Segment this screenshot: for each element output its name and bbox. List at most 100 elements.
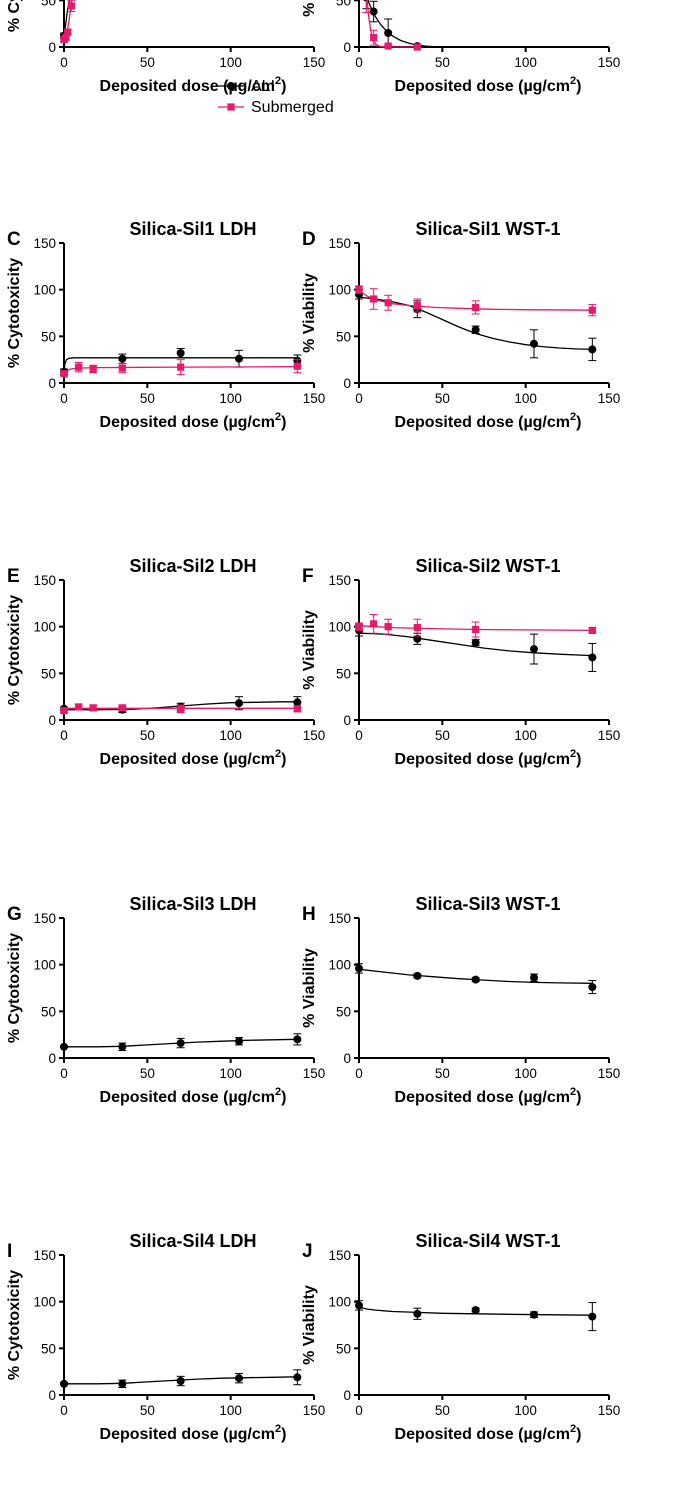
data-point-ali	[293, 698, 302, 707]
x-tick-label: 50	[140, 391, 155, 406]
panel-title: Silica-Sil4 WST-1	[415, 1231, 560, 1251]
data-point-ali	[293, 1035, 302, 1044]
data-point-submerged	[60, 370, 68, 378]
y-tick-label: 0	[343, 40, 351, 55]
y-tick-label: 50	[336, 666, 351, 681]
x-tick-label: 150	[303, 55, 326, 70]
x-tick-label: 0	[355, 1066, 363, 1081]
x-tick-label: 0	[60, 1066, 68, 1081]
series-submerged	[355, 285, 597, 317]
y-tick-label: 100	[328, 958, 351, 973]
data-point-ali	[118, 1042, 127, 1051]
data-point-submerged	[384, 42, 392, 50]
data-point-ali	[530, 339, 538, 348]
fit-curve-ali	[64, 1038, 298, 1048]
x-tick-label: 150	[598, 728, 621, 743]
x-tick-label: 0	[355, 728, 363, 743]
x-tick-label: 150	[598, 391, 621, 406]
data-point-submerged	[62, 34, 70, 42]
data-point-ali	[588, 653, 597, 662]
panel-e: E Silica-Sil2 LDH 0 50 100 150 0 50 100 150 % Cyto…	[6, 556, 325, 768]
y-tick-label: 100	[33, 283, 56, 298]
y-tick-label: 50	[336, 1341, 351, 1356]
y-axis-label: % Cytotoxicity	[6, 1270, 23, 1380]
x-tick-label: 50	[140, 1066, 155, 1081]
data-point-submerged	[118, 704, 126, 712]
data-point-ali	[293, 1373, 302, 1382]
fit-curve-ali	[358, 1306, 593, 1316]
y-axis-label: % Cytotoxicity	[6, 933, 23, 1043]
x-axis-label: Deposited dose (µg/cm2)	[100, 748, 287, 768]
x-tick-label: 0	[60, 728, 68, 743]
y-tick-label: 50	[336, 1004, 351, 1019]
data-point-ali	[588, 983, 597, 992]
y-tick-label: 150	[328, 573, 351, 588]
y-tick-label: 150	[33, 236, 56, 251]
data-point-ali	[530, 973, 538, 982]
fit-curve-ali	[63, 357, 298, 374]
data-point-submerged	[588, 306, 596, 314]
data-point-submerged	[384, 299, 392, 307]
x-tick-label: 0	[355, 391, 363, 406]
panel-letter: E	[7, 566, 20, 587]
data-point-ali	[176, 349, 185, 358]
y-tick-label: 0	[48, 376, 56, 391]
panel-letter: G	[7, 904, 22, 925]
x-tick-label: 150	[303, 728, 326, 743]
fit-curve-ali	[358, 968, 593, 984]
data-point-submerged	[60, 707, 68, 715]
data-point-submerged	[370, 34, 378, 42]
data-point-submerged	[472, 625, 480, 634]
data-point-submerged	[293, 705, 301, 713]
y-tick-label: 0	[48, 40, 56, 55]
data-point-ali	[471, 325, 480, 334]
data-point-submerged	[67, 2, 75, 10]
panel-title: Silica-Sil4 LDH	[129, 1231, 256, 1251]
data-point-submerged	[472, 303, 480, 311]
x-tick-label: 0	[355, 55, 363, 70]
x-tick-label: 100	[514, 391, 537, 406]
panel-g: G Silica-Sil3 LDH 0 50 100 150 0 50 100 150 % Cyto…	[6, 894, 325, 1106]
fit-curve-submerged	[63, 0, 73, 41]
data-point-ali	[369, 7, 378, 16]
y-tick-label: 150	[328, 236, 351, 251]
y-axis-label: % Viability	[301, 273, 318, 353]
panel-d: D Silica-Sil1 WST-1 0 50 100 150 0 50 100 150 % Vi…	[301, 219, 620, 431]
x-tick-label: 100	[514, 1066, 537, 1081]
data-point-ali	[588, 345, 597, 354]
y-tick-label: 100	[328, 283, 351, 298]
x-axis-label: Deposited dose (µg/cm2)	[100, 411, 287, 431]
x-tick-label: 50	[435, 391, 450, 406]
data-point-ali	[413, 634, 422, 643]
x-axis-label: Deposited dose (µg/cm2)	[100, 1086, 287, 1106]
y-tick-label: 150	[328, 1248, 351, 1263]
data-point-submerged	[75, 363, 83, 371]
x-tick-label: 100	[219, 391, 242, 406]
legend-marker-ali	[227, 82, 235, 90]
fit-curve-ali	[64, 1376, 298, 1385]
y-axis-label: % Viability	[301, 610, 318, 690]
x-tick-label: 0	[60, 55, 68, 70]
panel-letter: C	[7, 229, 21, 250]
y-tick-label: 0	[343, 376, 351, 391]
series-ali	[355, 1300, 597, 1332]
y-axis-label: % Viability	[301, 1285, 318, 1365]
data-point-ali	[413, 971, 422, 980]
y-axis-label: % Viability	[301, 948, 318, 1028]
data-point-ali	[60, 1042, 68, 1051]
y-tick-label: 100	[33, 1295, 56, 1310]
data-point-submerged	[89, 704, 97, 712]
x-axis-label: Deposited dose (µg/cm2)	[100, 1423, 287, 1443]
y-tick-label: 0	[343, 1388, 351, 1403]
data-point-submerged	[384, 623, 392, 631]
series-ali	[355, 963, 597, 995]
y-tick-label: 100	[328, 1295, 351, 1310]
data-point-submerged	[177, 705, 185, 713]
panel-j: J Silica-Sil4 WST-1 0 50 100 150 0 50 100 150 % Vi…	[301, 1231, 620, 1443]
series-submerged	[355, 614, 597, 638]
series-ali	[60, 1033, 302, 1052]
panel-title: Silica-Sil3 WST-1	[415, 894, 560, 914]
x-axis-label: Deposited dose (µg/cm2)	[395, 1423, 582, 1443]
x-tick-label: 100	[219, 55, 242, 70]
x-tick-label: 150	[598, 1403, 621, 1418]
